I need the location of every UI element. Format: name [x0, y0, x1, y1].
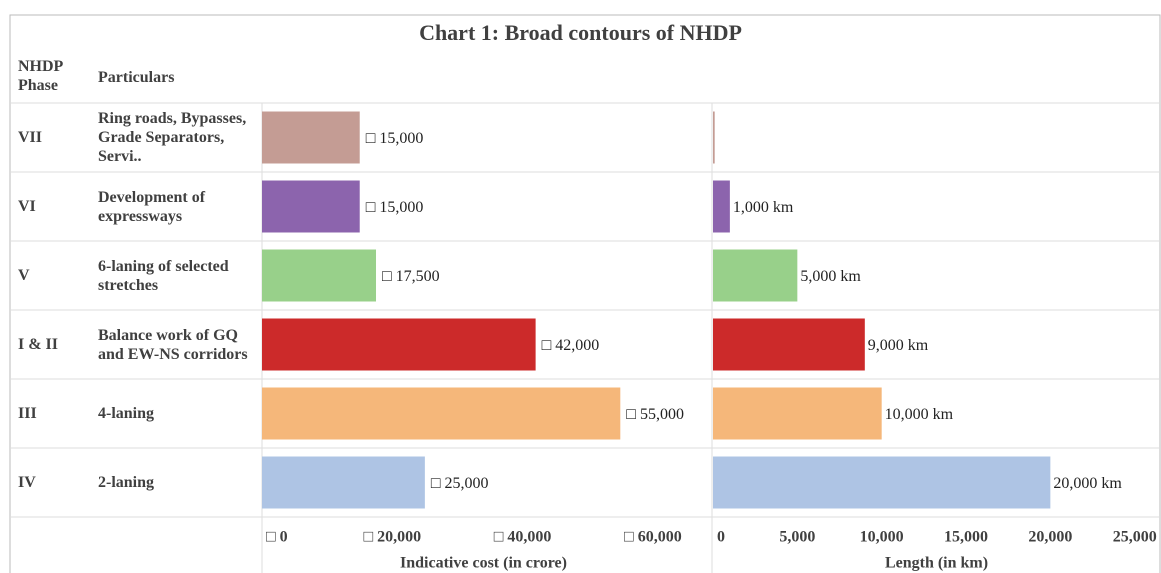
value-label: □ 15,000 — [366, 199, 424, 216]
bar — [262, 111, 360, 164]
bar — [713, 387, 882, 440]
category-label: 2-laning — [98, 474, 155, 491]
chart-title: Chart 1: Broad contours of NHDP — [419, 20, 742, 45]
x-tick-label: 5,000 — [779, 529, 815, 546]
x-tick-label: □ 0 — [266, 529, 288, 546]
phase-label: I & II — [18, 335, 59, 353]
bar — [262, 387, 621, 440]
bar — [713, 456, 1051, 509]
category-label: Ring roads, Bypasses, Grade Separators, … — [98, 110, 247, 165]
x-tick-label: 0 — [717, 529, 725, 546]
value-label: 20,000 km — [1053, 475, 1122, 492]
phase-label: VI — [18, 197, 36, 215]
bar — [262, 180, 360, 233]
bar — [262, 249, 377, 302]
phase-label: III — [18, 404, 37, 422]
x-axis-title: Length (in km) — [885, 555, 988, 572]
bar — [713, 318, 865, 371]
x-tick-label: □ 60,000 — [624, 529, 682, 546]
bar — [713, 180, 730, 233]
bar — [713, 111, 715, 164]
phase-label: VII — [18, 128, 43, 146]
x-tick-label: 10,000 — [860, 529, 904, 546]
value-label: □ 15,000 — [366, 130, 424, 147]
x-tick-label: □ 40,000 — [494, 529, 552, 546]
phase-label: V — [18, 266, 30, 284]
value-label: □ 17,500 — [382, 268, 440, 285]
bar — [262, 456, 425, 509]
value-label: 1,000 km — [733, 199, 794, 216]
category-label: 6-laning of selected stretches — [98, 257, 229, 294]
value-label: 9,000 km — [868, 337, 929, 354]
category-label: Balance work of GQ and EW-NS corridors — [98, 326, 248, 363]
value-label: □ 55,000 — [626, 406, 684, 423]
category-label: 4-laning — [98, 405, 155, 422]
x-tick-label: 25,000 — [1113, 529, 1157, 546]
particulars-header: Particulars — [98, 69, 175, 86]
bar — [262, 318, 536, 371]
value-label: □ 25,000 — [431, 475, 489, 492]
x-tick-label: 15,000 — [944, 529, 988, 546]
value-label: 5,000 km — [800, 268, 861, 285]
x-tick-label: 20,000 — [1028, 529, 1072, 546]
x-axis-title: Indicative cost (in crore) — [400, 555, 567, 572]
phase-label: IV — [18, 473, 36, 491]
x-tick-label: □ 20,000 — [363, 529, 421, 546]
bar — [713, 249, 798, 302]
frame — [9, 14, 1161, 573]
value-label: □ 42,000 — [542, 337, 600, 354]
category-label: Development of expressways — [98, 188, 206, 225]
phase-header: NHDP Phase — [18, 58, 63, 94]
value-label: 10,000 km — [885, 406, 954, 423]
